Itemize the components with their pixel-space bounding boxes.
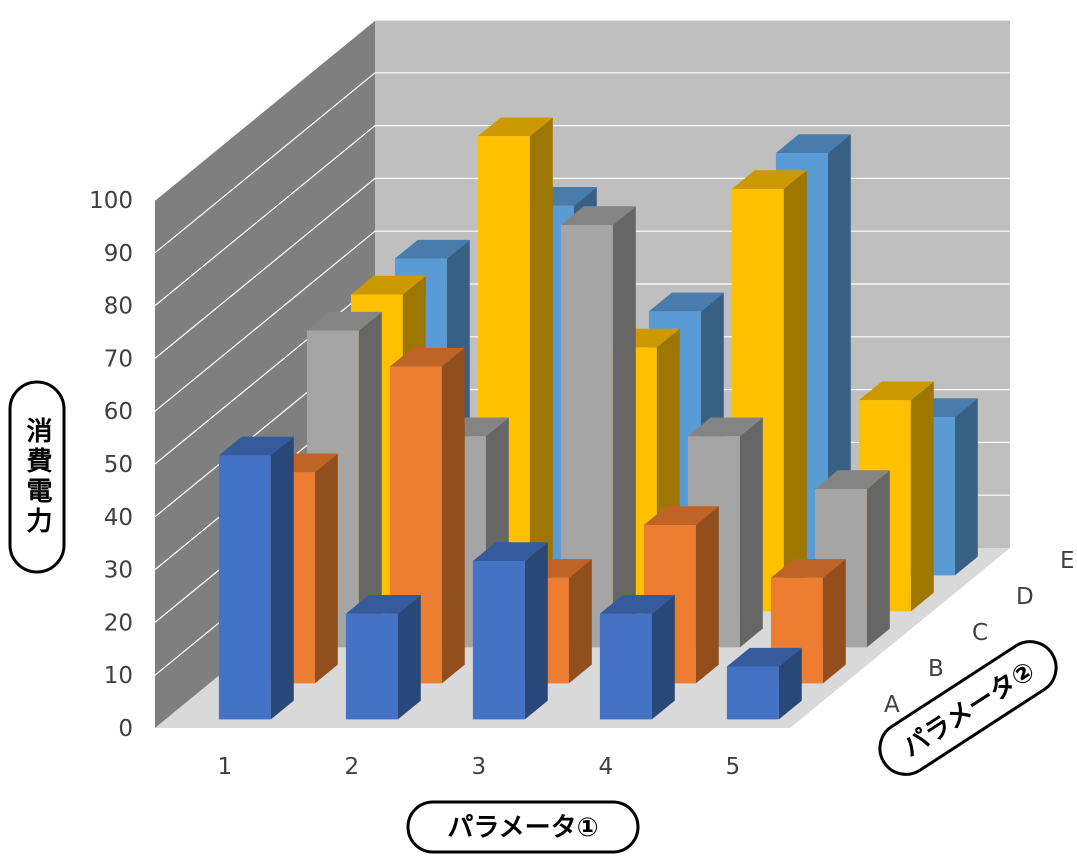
x-tick-label: 4 xyxy=(599,754,614,780)
bar-top xyxy=(858,381,934,401)
bar-front xyxy=(599,613,652,720)
bar-top xyxy=(814,470,890,489)
gridline xyxy=(154,124,1010,307)
bar-side xyxy=(568,559,592,684)
bar-top xyxy=(770,559,846,578)
bar-front xyxy=(345,613,398,720)
bar-side xyxy=(778,647,802,720)
bar-side xyxy=(910,381,934,612)
bar-side xyxy=(529,117,553,612)
bar-top xyxy=(775,134,851,153)
bar-side xyxy=(524,542,548,720)
bar-side xyxy=(651,595,675,720)
x-tick-label: 2 xyxy=(345,754,360,780)
bar-top xyxy=(477,117,553,137)
bars xyxy=(218,117,978,720)
bar-side xyxy=(695,506,719,684)
y-tick-label: 10 xyxy=(104,663,133,689)
bar-top xyxy=(560,206,636,225)
z-tick-label: E xyxy=(1060,548,1075,574)
z-tick-labels: A B C DE xyxy=(884,548,1075,718)
bar-top xyxy=(350,275,426,295)
y-tick-label: 70 xyxy=(104,346,133,372)
bar xyxy=(218,436,294,720)
y-tick-label: 50 xyxy=(104,452,133,478)
y-tick-label: 20 xyxy=(104,610,133,636)
bar xyxy=(599,595,675,720)
bar-side xyxy=(739,417,763,648)
y-axis-title: 消費電力 xyxy=(8,380,66,574)
y-tick-label: 80 xyxy=(104,294,133,320)
bar-front xyxy=(726,666,779,720)
bar-side xyxy=(270,436,294,720)
bar-side xyxy=(822,559,846,684)
bar-side xyxy=(612,206,636,648)
bar-top xyxy=(726,647,802,667)
bar-side xyxy=(397,595,421,720)
bar xyxy=(770,559,846,684)
bar-top xyxy=(306,311,382,331)
bar-side xyxy=(954,398,978,576)
bar-front xyxy=(218,455,271,720)
x-tick-labels: 1 2 3 4 5 xyxy=(218,754,741,780)
bar-side xyxy=(866,470,890,648)
bar-side xyxy=(441,347,465,684)
y-axis-title-text: 消費電力 xyxy=(22,417,52,537)
bar-front xyxy=(472,560,525,720)
bar xyxy=(472,542,548,720)
x-axis-title: パラメータ① xyxy=(406,800,640,854)
bar-top xyxy=(731,170,807,189)
bar-side xyxy=(783,170,807,612)
bar-top xyxy=(643,506,719,525)
y-tick-label: 0 xyxy=(118,716,133,742)
x-tick-label: 3 xyxy=(472,754,487,780)
bar-top xyxy=(345,595,421,614)
bar-top xyxy=(648,292,724,312)
z-tick-label: B xyxy=(928,656,944,682)
bar xyxy=(560,206,636,648)
bar-top xyxy=(599,595,675,614)
bar xyxy=(345,595,421,720)
y-tick-labels: 0 10 20 30 40 50 60 70 80 90 100 xyxy=(89,188,133,742)
gridline xyxy=(154,19,1010,201)
z-tick-label: C xyxy=(972,620,988,646)
x-tick-label: 1 xyxy=(218,754,233,780)
x-axis-title-text: パラメータ① xyxy=(447,813,598,843)
bar-top xyxy=(218,436,294,456)
bar-top xyxy=(687,417,763,437)
x-tick-label: 5 xyxy=(726,754,741,780)
y-tick-label: 40 xyxy=(104,505,133,531)
bar-side xyxy=(358,311,382,648)
z-tick-label: A xyxy=(884,692,900,718)
bar-front xyxy=(560,224,613,648)
bar-side xyxy=(827,134,851,576)
y-tick-label: 30 xyxy=(104,558,133,584)
bar xyxy=(726,647,802,720)
y-tick-label: 90 xyxy=(104,241,133,267)
bar-top xyxy=(472,542,548,561)
gridline xyxy=(154,72,1010,254)
y-tick-label: 100 xyxy=(89,188,133,214)
bar-top xyxy=(389,347,465,367)
bar-top xyxy=(394,239,470,259)
z-tick-label: D xyxy=(1016,584,1034,610)
y-tick-label: 60 xyxy=(104,399,133,425)
bar-side xyxy=(314,453,338,684)
